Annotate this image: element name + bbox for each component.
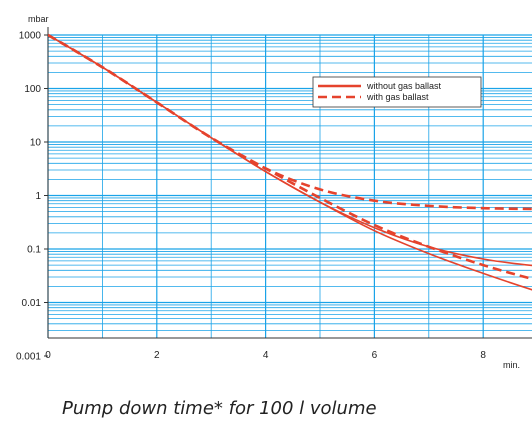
x-tick-label: 0 (45, 350, 51, 361)
tick-labels: 10001001010.10.010.001024681012141618mba… (16, 14, 520, 370)
y-tick-label: 1000 (19, 31, 42, 42)
chart-grid (47, 34, 532, 338)
chart-caption: Pump down time* for 100 l volume (62, 398, 377, 419)
y-tick-label: 0.1 (27, 245, 41, 256)
x-tick-label: 4 (263, 350, 269, 361)
y-tick-label: 10 (30, 138, 42, 149)
chart-axes (47, 27, 532, 339)
chart-series (48, 33, 532, 291)
legend-label: without gas ballast (366, 81, 442, 91)
x-unit-label: min. (503, 360, 520, 370)
y-tick-label: 1 (35, 191, 41, 202)
y-tick-label: 0.01 (22, 298, 42, 309)
y-tick-label: 0.001 (16, 352, 41, 363)
legend-label: with gas ballast (366, 92, 429, 102)
x-tick-label: 8 (480, 350, 486, 361)
x-tick-label: 2 (154, 350, 160, 361)
y-unit-label: mbar (28, 14, 49, 24)
series-rz9-dashed (48, 33, 532, 281)
y-tick-label: 100 (24, 84, 41, 95)
x-tick-label: 6 (372, 350, 378, 361)
legend-box (312, 76, 482, 108)
